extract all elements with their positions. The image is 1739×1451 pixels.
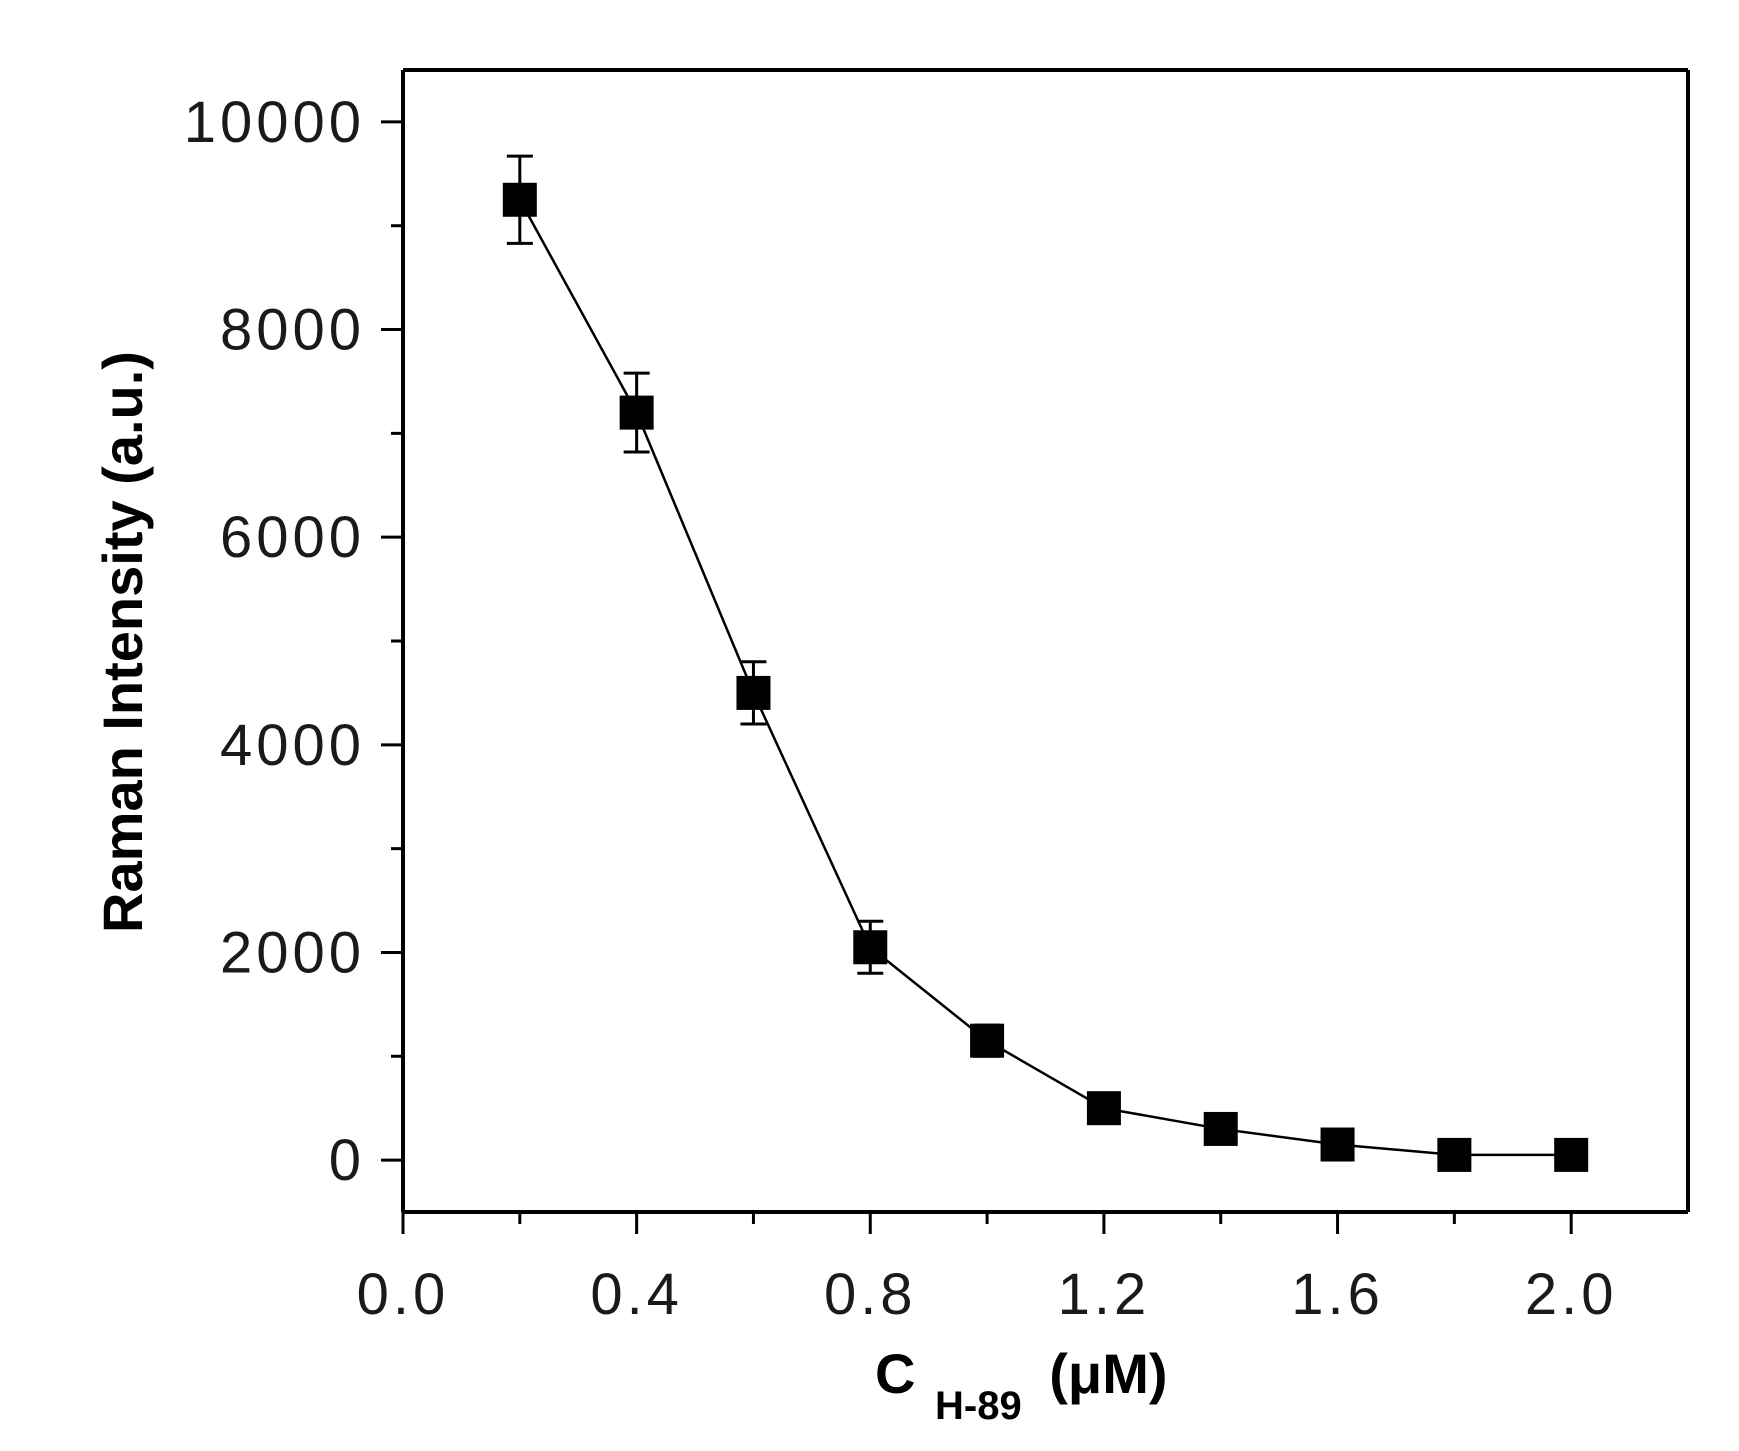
data-point-square <box>1554 1137 1589 1172</box>
y-tick-label: 10000 <box>184 90 365 155</box>
x-axis-title-unit: (μM) <box>1049 1342 1167 1405</box>
x-tick-label: 2.0 <box>1525 1262 1618 1327</box>
data-point-square <box>736 675 771 710</box>
x-tick-label: 0.8 <box>824 1262 917 1327</box>
x-axis-title-main: C <box>875 1342 915 1405</box>
y-axis-title: Raman Intensity (a.u.) <box>91 351 154 933</box>
data-point-square <box>1086 1091 1121 1126</box>
data-markers <box>502 182 1589 1172</box>
y-tick-label: 0 <box>329 1128 365 1193</box>
data-point-square <box>502 182 537 217</box>
plot-frame <box>401 68 1690 1214</box>
y-tick-label: 4000 <box>220 713 365 778</box>
x-axis-ticks: 0.0 0.4 0.8 1.2 1.6 2.0 <box>357 1212 1618 1327</box>
data-point-square <box>1203 1111 1238 1146</box>
y-tick-label: 2000 <box>220 920 365 985</box>
y-tick-label: 8000 <box>220 298 365 363</box>
data-point-square <box>1437 1137 1472 1172</box>
x-axis-title-subscript: H-89 <box>935 1384 1022 1428</box>
x-tick-label: 0.4 <box>590 1262 683 1327</box>
x-axis-title: C H-89 (μM) <box>875 1342 1168 1431</box>
x-tick-label: 0.0 <box>357 1262 450 1327</box>
data-point-square <box>619 395 654 430</box>
y-axis-ticks: 0 2000 4000 6000 8000 10000 <box>184 90 403 1193</box>
y-tick-label: 6000 <box>220 505 365 570</box>
data-point-square <box>970 1023 1005 1058</box>
x-tick-label: 1.6 <box>1291 1262 1384 1327</box>
series-line <box>518 199 1572 1157</box>
data-point-square <box>853 930 888 965</box>
series-polyline <box>518 199 1572 1157</box>
data-point-square <box>1320 1127 1355 1162</box>
error-bars <box>506 154 1585 1163</box>
x-tick-label: 1.2 <box>1058 1262 1151 1327</box>
